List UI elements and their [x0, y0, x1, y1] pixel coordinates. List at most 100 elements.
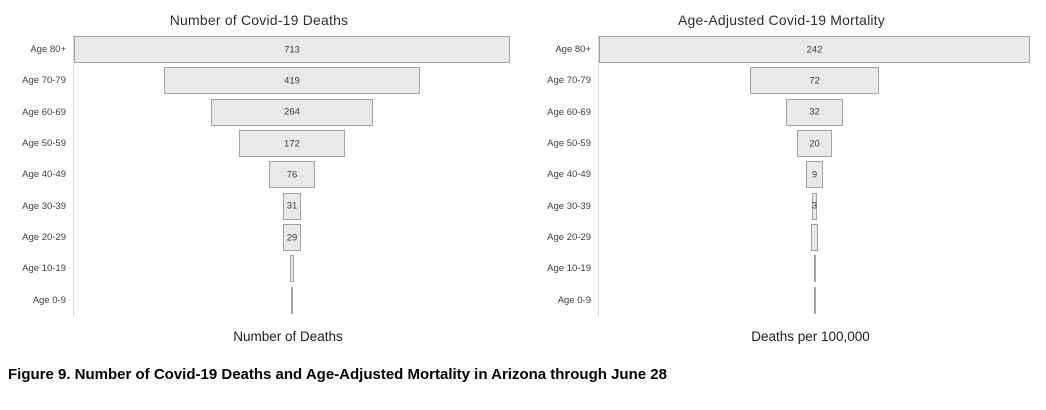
y-axis-label: Age 0-9 — [557, 294, 591, 306]
y-axis-label: Age 20-29 — [22, 232, 66, 244]
plot-cell: 264 — [73, 96, 510, 128]
funnel-row: Age 30-39 31 — [8, 190, 510, 222]
y-axis-label: Age 70-79 — [22, 75, 66, 87]
plot-cell: 242 — [598, 34, 1030, 66]
funnel-bar — [813, 255, 816, 283]
funnel-row: Age 20-29 — [533, 221, 1030, 254]
plot-cell: 713 — [73, 34, 510, 66]
funnel-bar — [289, 255, 295, 283]
funnel-bar: 72 — [750, 67, 879, 95]
plot-cell — [598, 253, 1030, 285]
funnel-bar: 3 — [811, 192, 818, 220]
chart-title: Number of Covid-19 Deaths — [169, 12, 349, 28]
plot-cell: 76 — [73, 159, 510, 191]
bar-value-label: 29 — [286, 232, 298, 244]
chart-deaths: Number of Covid-19 Deaths Age 80+ 713 Age … — [8, 6, 510, 344]
funnel-row: Age 70-79 72 — [533, 65, 1030, 97]
bar-value-label: 31 — [286, 200, 298, 212]
y-axis-label: Age 30-39 — [22, 200, 66, 212]
y-axis-label: Age 80+ — [555, 44, 591, 56]
funnel-row: Age 40-49 76 — [8, 159, 510, 191]
plot-cell: 72 — [598, 65, 1030, 97]
funnel-row: Age 80+ 713 — [8, 34, 510, 66]
funnel-bar: 32 — [786, 98, 843, 126]
plot-cell: 32 — [598, 96, 1030, 128]
funnel-bar: 713 — [74, 36, 510, 64]
funnel-rows: Age 80+ 242 Age 70-79 72 Age 60-69 32 Age 50-5… — [533, 34, 1030, 316]
bar-value-label: 242 — [806, 44, 823, 56]
figure-caption: Figure 9. Number of Covid-19 Deaths and … — [8, 366, 667, 383]
funnel-row: Age 40-49 9 — [533, 159, 1030, 191]
y-axis-label: Age 30-39 — [547, 200, 591, 212]
plot-cell: 29 — [73, 221, 510, 254]
funnel-row: Age 70-79 419 — [8, 65, 510, 97]
funnel-bar: 242 — [599, 36, 1030, 64]
y-axis-label: Age 60-69 — [547, 106, 591, 118]
plot-cell — [73, 284, 510, 316]
bar-value-label: 264 — [284, 106, 300, 118]
plot-cell — [598, 284, 1030, 316]
funnel-row: Age 0-9 — [533, 284, 1030, 316]
funnel-bar: 29 — [283, 224, 301, 252]
funnel-row: Age 60-69 32 — [533, 96, 1030, 128]
funnel-row: Age 80+ 242 — [533, 34, 1030, 66]
y-axis-label: Age 20-29 — [547, 232, 591, 244]
funnel-bar: 264 — [211, 98, 373, 126]
y-axis-label: Age 50-59 — [22, 138, 66, 150]
y-axis-label: Age 50-59 — [547, 138, 591, 150]
y-axis-label: Age 80+ — [30, 44, 66, 56]
plot-cell: 419 — [73, 65, 510, 97]
bar-value-label: 172 — [284, 138, 300, 150]
x-axis-spacer — [8, 329, 66, 344]
plot-area: Age 80+ 242 Age 70-79 72 Age 60-69 32 Age 50-5… — [533, 34, 1030, 316]
bar-value-label: 3 — [811, 200, 818, 212]
y-axis-label: Age 10-19 — [22, 263, 66, 275]
chart-mortality: Age-Adjusted Covid-19 Mortality Age 80+ 2… — [533, 6, 1030, 344]
y-axis-label: Age 10-19 — [547, 263, 591, 275]
bar-value-label: 419 — [284, 75, 300, 87]
funnel-bar — [810, 224, 819, 252]
y-axis-label: Age 70-79 — [547, 75, 591, 87]
bar-value-label: 9 — [811, 169, 818, 181]
funnel-row: Age 50-59 172 — [8, 127, 510, 160]
funnel-row: Age 20-29 29 — [8, 221, 510, 254]
funnel-row: Age 60-69 264 — [8, 96, 510, 128]
chart-title: Age-Adjusted Covid-19 Mortality — [678, 12, 885, 28]
funnel-bar: 9 — [806, 161, 823, 189]
funnel-rows: Age 80+ 713 Age 70-79 419 Age 60-69 264 Age 50… — [8, 34, 510, 316]
funnel-bar: 172 — [239, 130, 345, 158]
bar-value-label: 32 — [809, 106, 820, 118]
funnel-bar — [291, 286, 293, 314]
funnel-bar: 31 — [282, 192, 302, 220]
x-axis-title: Number of Deaths — [233, 329, 343, 344]
funnel-row: Age 50-59 20 — [533, 127, 1030, 160]
plot-cell: 172 — [73, 127, 510, 160]
funnel-bar: 419 — [163, 67, 421, 95]
funnel-bar: 76 — [268, 161, 316, 189]
plot-cell — [73, 253, 510, 285]
x-axis-title: Deaths per 100,000 — [751, 329, 870, 344]
funnel-row: Age 10-19 — [8, 253, 510, 285]
bar-value-label: 20 — [809, 138, 820, 150]
plot-cell: 3 — [598, 190, 1030, 222]
x-axis-row: Number of Deaths — [8, 329, 510, 344]
x-axis-row: Deaths per 100,000 — [533, 329, 1030, 344]
plot-cell — [598, 221, 1030, 254]
x-axis-spacer — [533, 329, 591, 344]
bar-value-label: 713 — [284, 44, 300, 56]
funnel-bar: 20 — [796, 130, 833, 158]
bar-value-label: 72 — [809, 75, 820, 87]
plot-cell: 31 — [73, 190, 510, 222]
plot-cell: 20 — [598, 127, 1030, 160]
funnel-row: Age 10-19 — [533, 253, 1030, 285]
y-axis-label: Age 0-9 — [32, 294, 66, 306]
plot-area: Age 80+ 713 Age 70-79 419 Age 60-69 264 Age 50… — [8, 34, 510, 316]
y-axis-label: Age 60-69 — [22, 106, 66, 118]
funnel-bar — [813, 286, 816, 314]
y-axis-label: Age 40-49 — [22, 169, 66, 181]
funnel-row: Age 30-39 3 — [533, 190, 1030, 222]
plot-cell: 9 — [598, 159, 1030, 191]
funnel-row: Age 0-9 — [8, 284, 510, 316]
bar-value-label: 76 — [286, 169, 298, 181]
